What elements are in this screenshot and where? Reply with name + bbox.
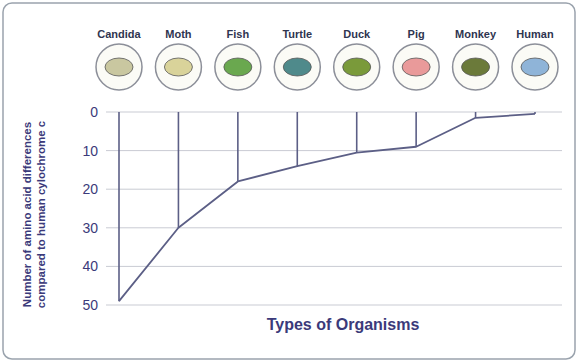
chart-container: 0 10 20 30 40 50 Number of amino acid differen…	[0, 0, 578, 362]
icon-circle	[274, 44, 320, 90]
y-tick-label: 10	[82, 143, 98, 159]
y-axis-label: Number of amino acid differencescompared…	[21, 120, 47, 308]
y-tick-label: 40	[82, 258, 98, 274]
drop-line	[178, 112, 180, 228]
icon-shape	[402, 58, 430, 76]
category-label: Turtle	[282, 28, 312, 40]
y-tick-label: 50	[82, 297, 98, 313]
icon-circle	[393, 44, 439, 90]
icon-shape	[164, 58, 192, 76]
drop-line	[237, 112, 239, 181]
grid-line	[106, 305, 562, 306]
grid-line	[106, 189, 562, 190]
category-label: Duck	[343, 28, 371, 40]
drop-line	[118, 112, 120, 301]
category-label: Moth	[165, 28, 192, 40]
category-label: Fish	[227, 28, 250, 40]
drop-line	[296, 112, 298, 166]
frame	[3, 3, 575, 359]
y-tick-label: 0	[90, 104, 98, 120]
icon-circle	[453, 44, 499, 90]
category-label: Monkey	[455, 28, 497, 40]
grid-line	[106, 266, 562, 267]
icon-shape	[462, 58, 490, 76]
icon-circle	[512, 44, 558, 90]
category-label: Candida	[97, 28, 141, 40]
icon-circle	[334, 44, 380, 90]
grid-line	[106, 112, 562, 113]
icon-shape	[343, 58, 371, 76]
x-axis-label: Types of Organisms	[267, 316, 420, 333]
drop-line	[356, 112, 358, 153]
data-group	[119, 112, 535, 301]
icon-circle	[155, 44, 201, 90]
category-label: Pig	[408, 28, 425, 40]
chart-svg: 0 10 20 30 40 50 Number of amino acid differen…	[0, 0, 578, 362]
y-tick-label: 30	[82, 220, 98, 236]
grid-line	[106, 227, 562, 228]
drop-line	[415, 112, 417, 147]
icon-shape	[105, 58, 133, 76]
icon-circle	[215, 44, 261, 90]
y-axis-label-line: compared to human cylochrome c	[35, 120, 47, 308]
icon-shape	[224, 58, 252, 76]
icon-circle	[96, 44, 142, 90]
y-tick-label: 20	[82, 181, 98, 197]
y-axis-label-line: Number of amino acid differences	[21, 122, 33, 307]
icon-shape	[521, 58, 549, 76]
grid-line	[106, 150, 562, 151]
category-label: Human	[516, 28, 554, 40]
icon-shape	[283, 58, 311, 76]
data-line	[119, 114, 535, 301]
